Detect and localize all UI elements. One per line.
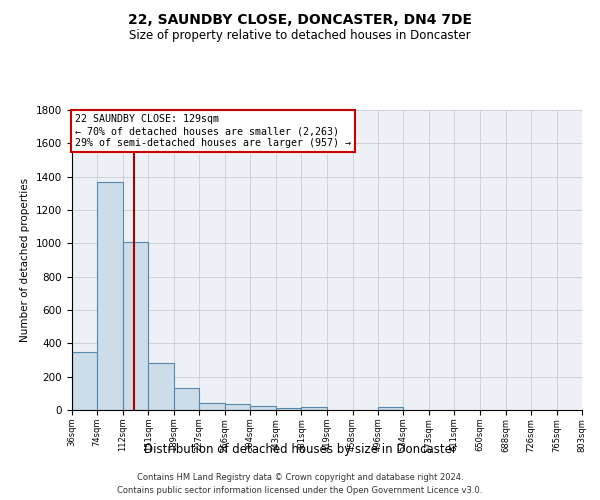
Bar xyxy=(225,404,250,410)
Bar xyxy=(174,388,199,410)
Bar xyxy=(122,242,148,410)
Bar xyxy=(301,406,326,410)
Bar xyxy=(72,352,97,410)
Bar xyxy=(276,408,301,410)
Bar xyxy=(250,406,276,410)
Text: 22 SAUNDBY CLOSE: 129sqm
← 70% of detached houses are smaller (2,263)
29% of sem: 22 SAUNDBY CLOSE: 129sqm ← 70% of detach… xyxy=(74,114,350,148)
Y-axis label: Number of detached properties: Number of detached properties xyxy=(20,178,31,342)
Text: Size of property relative to detached houses in Doncaster: Size of property relative to detached ho… xyxy=(129,29,471,42)
Text: Contains HM Land Registry data © Crown copyright and database right 2024.: Contains HM Land Registry data © Crown c… xyxy=(137,472,463,482)
Bar xyxy=(199,404,225,410)
Text: 22, SAUNDBY CLOSE, DONCASTER, DN4 7DE: 22, SAUNDBY CLOSE, DONCASTER, DN4 7DE xyxy=(128,12,472,26)
Text: Contains public sector information licensed under the Open Government Licence v3: Contains public sector information licen… xyxy=(118,486,482,495)
Bar xyxy=(378,406,403,410)
Bar xyxy=(148,364,174,410)
Text: Distribution of detached houses by size in Doncaster: Distribution of detached houses by size … xyxy=(143,442,457,456)
Bar xyxy=(97,182,122,410)
